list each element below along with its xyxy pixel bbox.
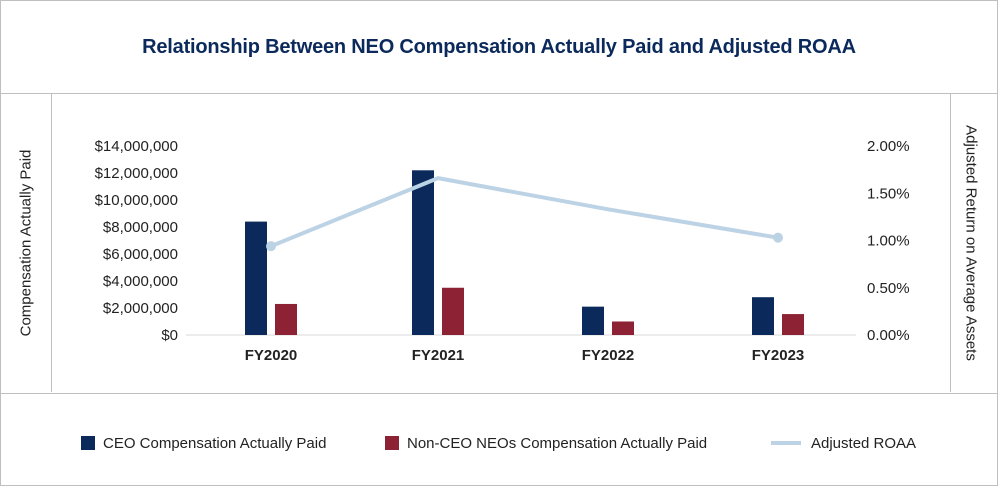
y-tick-label: $12,000,000: [95, 165, 178, 182]
legend-swatch-neo: [385, 436, 399, 450]
bar-neo-fy2020: [275, 303, 297, 335]
legend-label-neo: Non-CEO NEOs Compensation Actually Paid: [407, 434, 708, 452]
y-tick-label: $4,000,000: [103, 273, 178, 290]
y-tick-label: $8,000,000: [103, 219, 178, 236]
x-tick-label: FY2020: [245, 347, 298, 364]
legend-item-roaa: Adjusted ROAA: [771, 433, 916, 453]
roaa-line: [269, 176, 780, 249]
legend-item-neo: Non-CEO NEOs Compensation Actually Paid: [385, 433, 707, 453]
legend-label-roaa: Adjusted ROAA: [811, 434, 917, 452]
legend-swatch-roaa: [771, 441, 801, 445]
bar-ceo-fy2020: [245, 221, 267, 335]
y-tick-label: $6,000,000: [103, 246, 178, 263]
x-tick-label: FY2022: [582, 347, 635, 364]
y2-tick-label: 2.00%: [867, 138, 910, 155]
y-tick-label: $0: [161, 327, 178, 344]
bar-neo-fy2021: [442, 287, 464, 335]
y-tick-label: $2,000,000: [103, 300, 178, 317]
roaa-point-fy2020: [266, 241, 276, 252]
y2-tick-label: 1.00%: [867, 233, 910, 250]
roaa-point-fy2023: [773, 232, 783, 243]
y2-tick-label: 0.50%: [867, 280, 910, 297]
plot-area: $14,000,000 $12,000,000 $10,000,000 $8,000,…: [95, 138, 910, 364]
y2-tick-label: 1.50%: [867, 185, 910, 202]
bar-neo-fy2023: [782, 314, 804, 335]
chart-title: Relationship Between NEO Compensation Ac…: [1, 1, 997, 94]
legend-item-ceo: CEO Compensation Actually Paid: [81, 433, 326, 453]
legend-band: [1, 393, 997, 486]
bar-ceo-fy2021: [412, 170, 434, 335]
legend-label-ceo: CEO Compensation Actually Paid: [103, 434, 327, 452]
legend-swatch-ceo: [81, 436, 95, 450]
right-axis-panel: [950, 94, 998, 392]
x-tick-label: FY2023: [752, 347, 805, 364]
x-tick-label: FY2021: [412, 347, 465, 364]
bar-neo-fy2022: [612, 321, 634, 335]
bar-ceo-fy2023: [752, 297, 774, 335]
left-axis-panel: [1, 94, 52, 392]
y2-tick-label: 0.00%: [867, 327, 910, 344]
y-tick-label: $14,000,000: [95, 138, 178, 155]
y-tick-label: $10,000,000: [95, 192, 178, 209]
bar-ceo-fy2022: [582, 306, 604, 335]
